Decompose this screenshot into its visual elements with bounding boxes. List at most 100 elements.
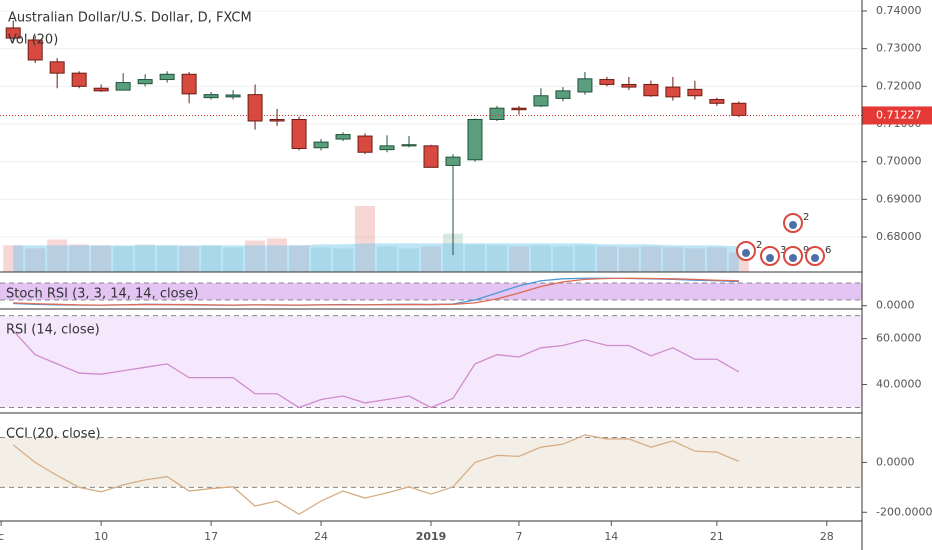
- volume-bar: [574, 245, 595, 272]
- x-tick-label: 7: [515, 530, 522, 543]
- candle-body: [291, 118, 307, 149]
- candle-body: [489, 107, 505, 120]
- candle-body: [401, 144, 417, 147]
- chart-title: Australian Dollar/U.S. Dollar, D, FXCM: [8, 11, 252, 26]
- x-tick-label: c: [0, 530, 4, 543]
- volume-bar: [179, 246, 200, 272]
- y-tick-label: 40.0000: [876, 378, 922, 391]
- volume-bar: [464, 244, 485, 272]
- volume-bar: [113, 246, 134, 272]
- x-tick-label: 28: [820, 530, 834, 543]
- band: [0, 437, 862, 488]
- volume-bar: [223, 247, 244, 272]
- volume-bar: [289, 245, 310, 272]
- candle-body: [203, 94, 219, 99]
- volume-bar: [684, 248, 705, 272]
- candle-body: [621, 83, 637, 88]
- event-count: 2: [756, 240, 762, 251]
- candle-body: [511, 107, 527, 111]
- candle-body: [159, 73, 175, 81]
- volume-bar: [25, 248, 46, 272]
- candle-body: [71, 72, 87, 87]
- volume-bar: [706, 247, 727, 272]
- volume-bar: [596, 246, 617, 272]
- event-count: 9: [803, 245, 809, 256]
- candle-body: [247, 94, 263, 122]
- band: [0, 315, 862, 408]
- event-icon-core: [789, 221, 797, 229]
- event-count: 3: [780, 245, 786, 256]
- candle-body: [115, 82, 131, 91]
- candle-body: [467, 118, 483, 161]
- y-tick-label: 0.0000: [876, 299, 915, 312]
- volume-bar: [245, 240, 266, 272]
- x-tick-label: 24: [314, 530, 328, 543]
- candle-body: [49, 61, 65, 74]
- volume-bar: [486, 245, 507, 272]
- candle-body: [643, 83, 659, 97]
- candle-body: [577, 78, 593, 93]
- volume-bar: [333, 248, 354, 272]
- volume-bar: [399, 248, 420, 272]
- panel-title: RSI (14, close): [6, 323, 100, 338]
- candle-body: [687, 88, 703, 97]
- volume-bar: [377, 246, 398, 272]
- candle-body: [379, 145, 395, 151]
- volume-bar: [135, 244, 156, 272]
- volume-bar: [640, 246, 661, 272]
- y-tick-label: -200.0000: [876, 505, 932, 518]
- y-tick-label: 0.73000: [876, 42, 922, 55]
- candle-body: [269, 118, 285, 122]
- candle-body: [731, 102, 747, 116]
- y-tick-label: 0.74000: [876, 4, 922, 17]
- candle-body: [5, 27, 21, 39]
- volume-bar: [267, 238, 288, 272]
- event-icon-core: [742, 249, 750, 257]
- candle-body: [709, 99, 725, 104]
- volume-bar: [47, 239, 68, 272]
- candle-body: [137, 79, 153, 85]
- x-tick-label: 21: [710, 530, 724, 543]
- volume-bar: [69, 244, 90, 272]
- event-icon-core: [811, 254, 819, 262]
- volume-bar: [3, 245, 24, 272]
- event-icon-core: [789, 254, 797, 262]
- volume-bar: [552, 246, 573, 272]
- y-tick-label: 0.70000: [876, 155, 922, 168]
- volume-label: Vol (20): [8, 33, 58, 48]
- price-label: 0.71227: [876, 108, 922, 121]
- volume-bar: [530, 245, 551, 272]
- candle-body: [665, 86, 681, 98]
- volume-bar: [201, 245, 222, 272]
- price-label-box: [862, 106, 932, 125]
- y-tick-label: 0.72000: [876, 79, 922, 92]
- y-tick-label: 0.0000: [876, 455, 915, 468]
- volume-bar: [618, 247, 639, 272]
- event-count: 6: [825, 245, 831, 256]
- candle-body: [335, 134, 351, 140]
- x-tick-label: 2019: [416, 530, 447, 543]
- y-tick-label: 60.0000: [876, 332, 922, 345]
- candle-body: [225, 94, 241, 98]
- panel-title: Stoch RSI (3, 3, 14, 14, close): [6, 287, 198, 302]
- indicator-line: [12, 330, 740, 409]
- x-tick-label: 10: [94, 530, 108, 543]
- candle-body: [533, 95, 549, 107]
- y-tick-label: 0.68000: [876, 230, 922, 243]
- candle-body: [599, 79, 615, 85]
- candle-body: [445, 156, 461, 166]
- volume-bar: [311, 247, 332, 272]
- x-tick-label: 17: [204, 530, 218, 543]
- indicator-line: [12, 434, 740, 516]
- candle-body: [357, 135, 373, 153]
- band: [0, 283, 862, 301]
- panel-title: CCI (20, close): [6, 427, 101, 442]
- volume-bar: [662, 247, 683, 272]
- indicator-line: [13, 277, 739, 306]
- candle-body: [181, 73, 197, 95]
- candle-body: [423, 145, 439, 168]
- volume-bar: [421, 246, 441, 272]
- volume-ma-area: [13, 243, 739, 272]
- volume-bar: [91, 245, 112, 272]
